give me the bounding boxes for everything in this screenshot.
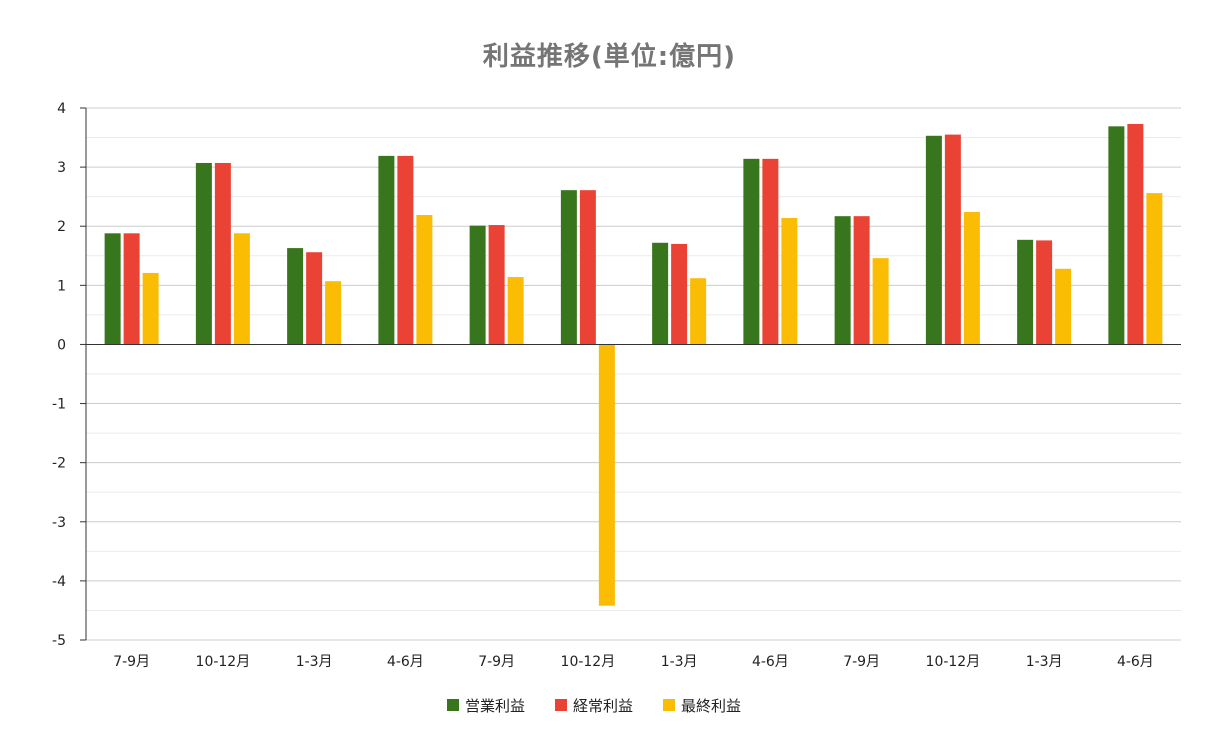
bar-経常利益 [762,158,779,345]
x-tick-label: 10-12月 [926,654,981,670]
y-tick-label: 2 [57,219,66,235]
bar-営業利益 [652,242,669,345]
bar-最終利益 [507,277,524,345]
y-tick-label: -2 [52,456,66,472]
bar-営業利益 [925,135,942,345]
x-tick-label: 7-9月 [113,654,150,670]
bar-最終利益 [1146,193,1163,345]
bar-経常利益 [1036,240,1053,345]
bar-営業利益 [104,233,121,345]
bar-営業利益 [834,216,851,345]
x-tick-label: 10-12月 [196,654,251,670]
x-tick-label: 7-9月 [478,654,515,670]
x-tick-label: 10-12月 [561,654,616,670]
bar-最終利益 [598,344,615,606]
y-tick-label: -1 [52,397,66,413]
y-tick-label: -4 [52,574,66,590]
bar-経常利益 [397,155,414,345]
bar-経常利益 [488,225,505,345]
legend-swatch [447,699,459,711]
bar-最終利益 [872,258,889,345]
bar-最終利益 [233,233,250,345]
legend-label: 経常利益 [573,697,633,715]
legend-label: 営業利益 [465,697,525,715]
y-tick-label: 0 [57,337,66,353]
axes: 4 3 2 1 0 -1 -2 -3 -4 -5 7-9月 10-12月 1-3月 4-6月 7-9月 10-… [52,101,1181,670]
bar-営業利益 [469,225,486,345]
x-tick-label: 1-3月 [296,654,333,670]
bars [104,123,1163,606]
y-tick-label: -5 [52,633,66,649]
bar-経常利益 [853,216,870,345]
x-tick-label: 4-6月 [1117,654,1154,670]
y-tick-label: 1 [57,278,66,294]
bar-経常利益 [123,233,140,345]
bar-営業利益 [743,158,760,345]
x-tick-label: 1-3月 [1026,654,1063,670]
y-tick-label: 4 [57,101,66,117]
bar-経常利益 [306,252,323,345]
bar-営業利益 [378,155,395,345]
bar-最終利益 [142,272,159,345]
bar-最終利益 [1055,268,1072,345]
bar-営業利益 [195,162,212,345]
bar-最終利益 [325,281,342,345]
bar-経常利益 [579,190,596,345]
x-tick-label: 1-3月 [661,654,698,670]
x-tick-label: 4-6月 [387,654,424,670]
legend-label: 最終利益 [681,697,741,715]
bar-最終利益 [416,214,433,345]
bar-経常利益 [1127,123,1144,345]
bar-最終利益 [781,217,798,345]
x-tick-label: 4-6月 [752,654,789,670]
bar-営業利益 [560,190,577,345]
legend: 営業利益 経常利益 最終利益 [447,697,741,715]
bar-営業利益 [1108,126,1125,345]
y-tick-label: 3 [57,160,66,176]
legend-swatch [555,699,567,711]
x-tick-label: 7-9月 [843,654,880,670]
y-tick-label: -3 [52,515,66,531]
bar-経常利益 [214,162,231,345]
grid-lines [86,107,1181,641]
bar-営業利益 [1017,239,1034,345]
chart-title: 利益推移(単位:億円) [482,42,737,72]
bar-最終利益 [690,278,707,345]
bar-経常利益 [671,243,688,345]
bar-最終利益 [963,212,980,345]
bar-経常利益 [944,134,961,345]
legend-swatch [663,699,675,711]
bar-営業利益 [287,248,304,345]
